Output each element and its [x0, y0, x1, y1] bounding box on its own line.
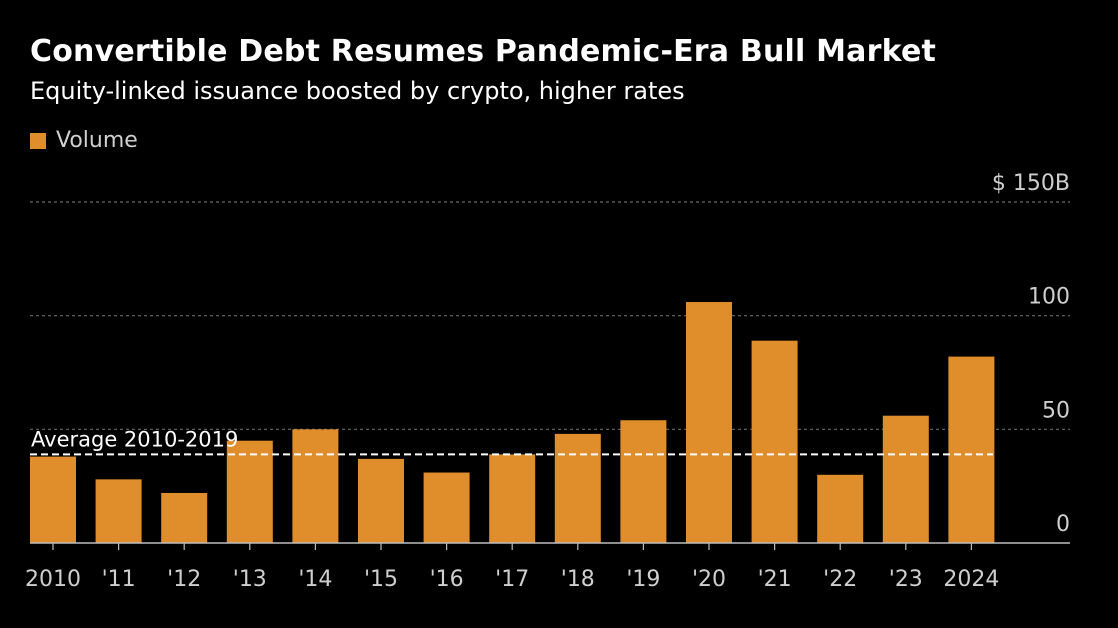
legend-label: Volume [56, 128, 138, 153]
bar [686, 302, 732, 543]
x-tick-label: '21 [758, 567, 792, 592]
x-tick-label: 2024 [943, 567, 999, 592]
y-tick-label: 0 [1056, 512, 1070, 537]
bar [358, 458, 404, 543]
x-tick-label: '11 [102, 567, 136, 592]
x-tick-label: '23 [889, 567, 923, 592]
x-tick-label: 2010 [25, 567, 81, 592]
bar [161, 492, 208, 543]
x-tick-label: '17 [495, 567, 529, 592]
bar [489, 454, 536, 543]
bar [30, 456, 76, 543]
bar [751, 340, 798, 543]
bar [620, 420, 667, 543]
bar [948, 356, 995, 543]
x-tick-label: '22 [823, 567, 857, 592]
bar [95, 479, 142, 543]
x-tick-label: '13 [233, 567, 267, 592]
x-tick-label: '14 [298, 567, 332, 592]
legend: Volume [30, 128, 138, 153]
legend-swatch [30, 132, 46, 149]
bar [817, 474, 864, 543]
bar [882, 415, 929, 543]
bar [423, 472, 470, 543]
y-tick-label: 100 [1028, 285, 1070, 310]
y-tick-label: $ 150B [992, 171, 1070, 196]
x-tick-label: '15 [364, 567, 398, 592]
x-tick-label: '20 [692, 567, 726, 592]
bar [226, 440, 273, 543]
y-tick-label: 50 [1042, 398, 1070, 423]
chart-title: Convertible Debt Resumes Pandemic-Era Bu… [30, 34, 937, 69]
bar [292, 429, 339, 543]
bar [554, 433, 601, 543]
chart-subtitle: Equity-linked issuance boosted by crypto… [30, 77, 685, 105]
average-label: Average 2010-2019 [31, 427, 238, 451]
x-tick-label: '12 [167, 567, 201, 592]
x-tick-label: '19 [626, 567, 660, 592]
x-tick-label: '16 [430, 567, 464, 592]
x-tick-label: '18 [561, 567, 595, 592]
